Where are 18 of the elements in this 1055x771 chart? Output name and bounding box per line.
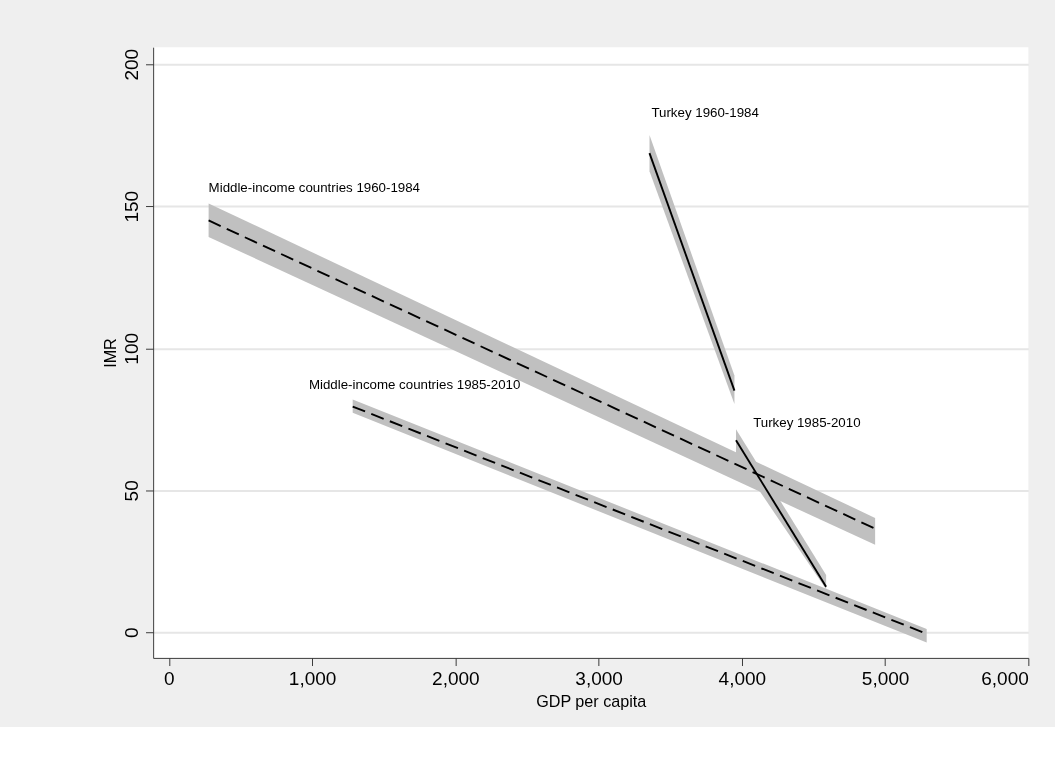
text: Middle-income countries 1985-2010 bbox=[308, 377, 521, 393]
series-label: Middle-income countries 1960-1984 bbox=[208, 179, 420, 195]
x-tick-label: 5,000 bbox=[861, 668, 910, 690]
y-tick-label: 150 bbox=[121, 190, 143, 223]
x-tick-label: 1,000 bbox=[288, 668, 337, 690]
y-tick-label: 0 bbox=[121, 627, 143, 639]
y-tick-label: 200 bbox=[121, 48, 143, 81]
y-tick-label: 50 bbox=[121, 480, 143, 502]
text: Turkey 1960-1984 bbox=[651, 105, 759, 120]
y-tick-label: 100 bbox=[121, 332, 143, 365]
x-tick-label: 6,000 bbox=[981, 668, 1029, 690]
x-tick-label: 4,000 bbox=[718, 668, 767, 690]
y-axis-title: IMR bbox=[100, 338, 119, 368]
x-tick-label: 2,000 bbox=[432, 668, 480, 690]
x-tick-label: 0 bbox=[164, 668, 175, 690]
series-label: Turkey 1985-2010 bbox=[753, 415, 861, 431]
x-axis-title: GDP per capita bbox=[536, 691, 647, 710]
x-tick-label: 3,000 bbox=[575, 668, 623, 690]
